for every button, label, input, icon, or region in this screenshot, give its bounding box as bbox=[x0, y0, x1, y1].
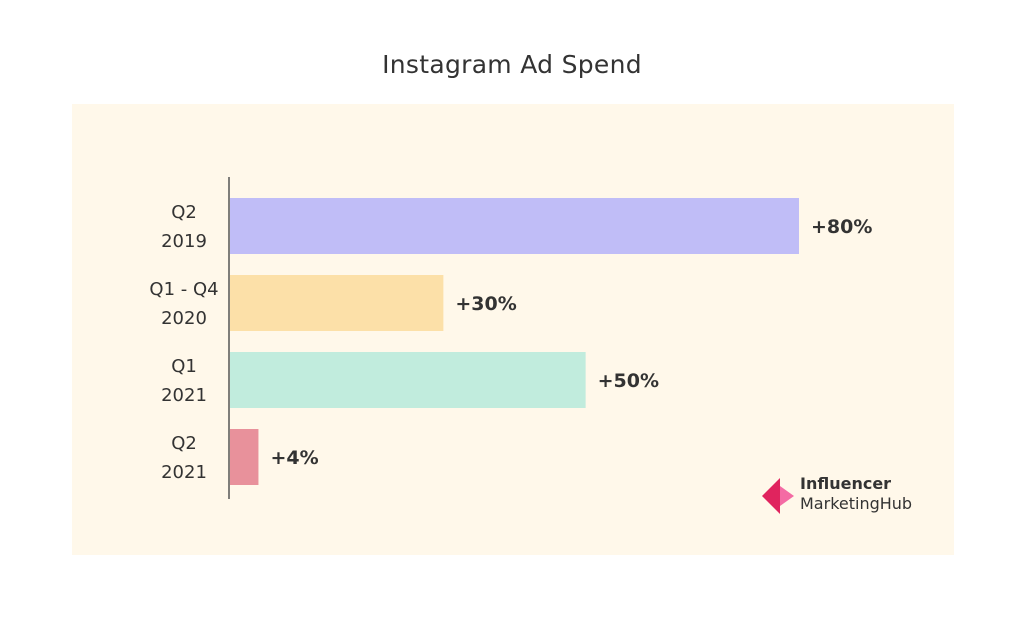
category-label-0-line2: 2019 bbox=[161, 231, 207, 252]
value-label-1: +30% bbox=[455, 293, 516, 315]
bar-2 bbox=[230, 352, 586, 408]
value-label-2: +50% bbox=[598, 370, 659, 392]
bar-3 bbox=[230, 429, 259, 485]
value-label-3: +4% bbox=[270, 447, 318, 469]
influencer-marketing-hub-logo: Influencer MarketingHub bbox=[760, 474, 940, 518]
chart-title: Instagram Ad Spend bbox=[382, 50, 642, 79]
brand-arrow-icon bbox=[762, 478, 794, 514]
chart-panel bbox=[72, 104, 954, 555]
category-label-1-line1: Q1 - Q4 bbox=[149, 279, 218, 300]
category-label-2-line1: Q1 bbox=[171, 356, 197, 377]
logo-text-line1: Influencer bbox=[800, 474, 892, 493]
logo-text-line2: MarketingHub bbox=[800, 494, 913, 513]
bar-0 bbox=[230, 198, 799, 254]
category-label-3-line1: Q2 bbox=[171, 433, 197, 454]
category-label-1-line2: 2020 bbox=[161, 308, 207, 329]
category-label-0-line1: Q2 bbox=[171, 202, 197, 223]
category-label-3-line2: 2021 bbox=[161, 462, 207, 483]
category-label-2-line2: 2021 bbox=[161, 385, 207, 406]
bar-1 bbox=[230, 275, 444, 331]
value-label-0: +80% bbox=[811, 216, 872, 238]
